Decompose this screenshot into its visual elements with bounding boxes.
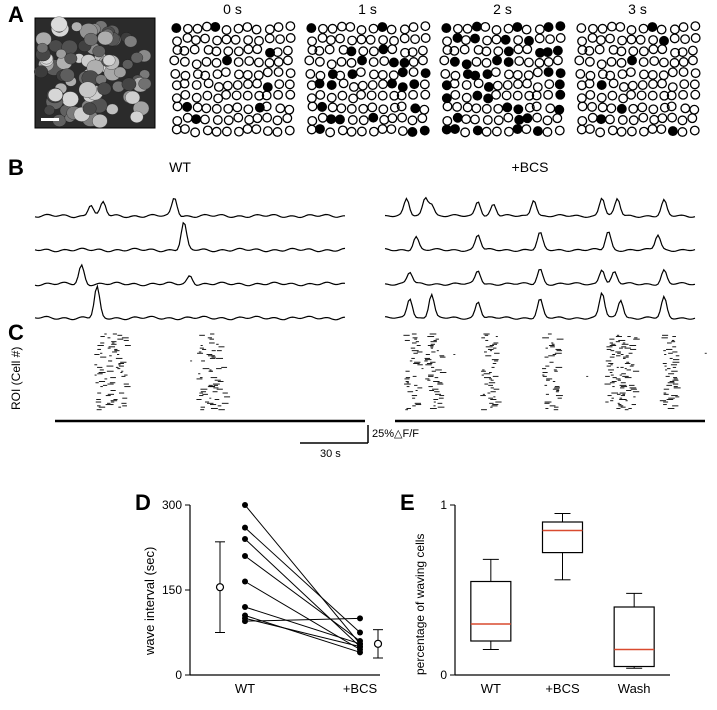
svg-text:WT: WT [169, 160, 191, 175]
svg-text:1 s: 1 s [358, 1, 377, 17]
panel-b: WT +BCS [0, 160, 717, 330]
panel-a: 0 s 1 s 2 s 3 s [0, 0, 717, 150]
svg-text:+BCS: +BCS [343, 681, 378, 696]
svg-text:300: 300 [162, 498, 182, 512]
panel-d: 0 150 300 wave interval (sec) WT +BCS [140, 495, 400, 710]
svg-text:+BCS: +BCS [545, 681, 580, 696]
svg-text:WT: WT [481, 681, 501, 696]
svg-text:wave interval (sec): wave interval (sec) [142, 547, 157, 656]
panel-c: ROI (Cell #) 25%△F/F 30 s [0, 330, 717, 485]
svg-text:1: 1 [440, 498, 447, 512]
svg-text:0: 0 [175, 668, 182, 682]
svg-text:0 s: 0 s [223, 1, 242, 17]
svg-text:2 s: 2 s [493, 1, 512, 17]
svg-text:3 s: 3 s [628, 1, 647, 17]
svg-text:150: 150 [162, 583, 182, 597]
svg-text:25%△F/F: 25%△F/F [372, 428, 419, 440]
svg-text:ROI (Cell #): ROI (Cell #) [9, 347, 23, 410]
svg-text:0: 0 [440, 668, 447, 682]
svg-text:WT: WT [235, 681, 255, 696]
svg-text:30 s: 30 s [320, 448, 341, 460]
figure-root: A B C D E 0 s1 s2 s3 s WT+BCS ROI (Cell … [0, 0, 717, 710]
svg-text:Wash: Wash [618, 681, 651, 696]
panel-e: 0 1 percentage of waving cells WT +BCS Wash [410, 495, 690, 710]
svg-text:+BCS: +BCS [512, 160, 549, 175]
svg-text:percentage of waving cells: percentage of waving cells [413, 534, 427, 675]
